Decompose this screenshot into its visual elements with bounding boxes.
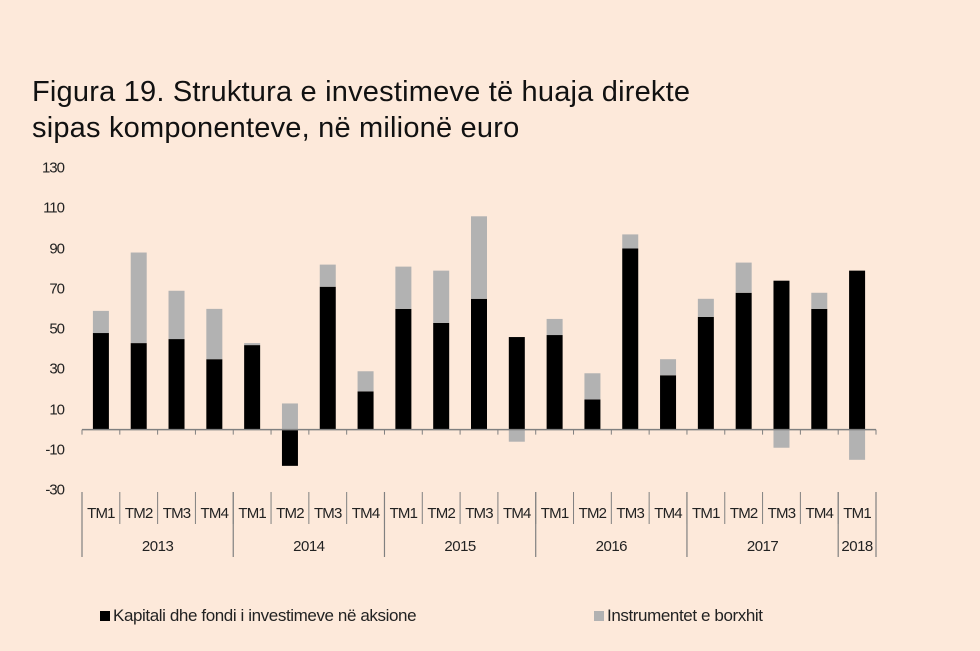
x-tick-label: TM2 (427, 505, 455, 522)
bar-debt (660, 359, 677, 376)
legend-label-equity: Kapitali dhe fondi i investimeve në aksi… (113, 606, 417, 625)
bar-equity (357, 391, 374, 430)
bar-debt (735, 262, 752, 293)
bar-debt (130, 252, 147, 344)
bar-debt (697, 298, 714, 317)
x-tick-label: TM1 (540, 505, 569, 522)
chart-title-line1: Figura 19. Struktura e investimeve të hu… (32, 76, 691, 108)
x-tick-label: TM2 (578, 505, 607, 522)
x-tick-label: TM1 (389, 505, 418, 522)
bar-debt (319, 264, 336, 287)
bar-debt (168, 290, 185, 340)
x-tick-label: TM1 (87, 505, 115, 522)
bar-equity (92, 333, 109, 430)
y-tick-label: 90 (49, 240, 65, 257)
bar-equity (471, 298, 487, 430)
y-tick-label: -10 (45, 441, 65, 459)
bar-debt (92, 310, 109, 334)
bar-debt (584, 373, 601, 400)
year-group-label: 2018 (841, 538, 873, 555)
x-tick-label: TM2 (276, 505, 304, 522)
x-tick-label: TM3 (313, 505, 342, 522)
bar-equity (660, 375, 677, 430)
y-tick-label: 10 (49, 401, 65, 418)
legend-swatch-gray (594, 611, 604, 621)
x-tick-label: TM4 (805, 505, 834, 522)
bar-equity (735, 292, 752, 430)
bar-equity (395, 308, 412, 430)
bar-debt (849, 429, 866, 460)
bar-debt (433, 270, 450, 323)
x-tick-label: TM3 (162, 505, 191, 522)
bar-equity (584, 399, 601, 430)
y-tick-label: 30 (49, 360, 65, 378)
y-tick-label: 50 (49, 320, 65, 338)
bar-equity (849, 270, 866, 430)
bar-debt (622, 234, 639, 249)
bar-debt (471, 216, 487, 299)
x-tick-label: TM1 (843, 505, 871, 522)
bar-equity (697, 316, 714, 430)
legend-item-debt: Instrumentet e borxhit (594, 606, 763, 626)
x-tick-label: TM3 (616, 505, 645, 522)
bar-debt (811, 292, 828, 309)
bar-equity (281, 429, 298, 466)
x-tick-label: TM4 (654, 505, 682, 522)
bar-debt (773, 429, 790, 448)
bar-debt (546, 318, 563, 336)
x-tick-label: TM1 (238, 505, 266, 522)
bar-equity (773, 280, 790, 430)
bar-equity (433, 322, 450, 430)
legend-swatch-black (100, 611, 110, 621)
bar-equity (508, 337, 525, 430)
x-tick-label: TM4 (351, 505, 380, 522)
legend-item-equity: Kapitali dhe fondi i investimeve në aksi… (100, 606, 417, 626)
bar-equity (206, 359, 223, 430)
bar-debt (206, 308, 223, 360)
y-tick-label: 130 (41, 159, 65, 177)
y-tick-label: 70 (49, 280, 65, 298)
bar-equity (622, 248, 639, 430)
year-group-label: 2014 (293, 538, 325, 555)
year-group-label: 2016 (595, 538, 628, 555)
bar-equity (168, 339, 185, 430)
year-group-label: 2013 (141, 538, 174, 555)
x-tick-label: TM3 (767, 505, 796, 522)
year-group-label: 2017 (746, 538, 779, 555)
bar-equity (244, 345, 261, 430)
bar-debt (281, 403, 298, 430)
x-tick-label: TM3 (465, 505, 493, 522)
bar-equity (319, 286, 336, 430)
bar-debt (357, 371, 374, 392)
y-tick-label: 110 (43, 199, 65, 217)
x-tick-label: TM2 (729, 505, 758, 522)
x-tick-label: TM4 (502, 505, 531, 522)
chart-title: Figura 19. Struktura e investimeve të hu… (32, 74, 690, 146)
bar-equity (130, 343, 147, 430)
x-tick-label: TM2 (124, 505, 153, 522)
bar-debt (395, 266, 412, 309)
x-tick-label: TM1 (692, 505, 720, 522)
chart-title-line2: sipas komponenteve, në milionë euro (32, 112, 520, 144)
bar-equity (546, 335, 563, 430)
bar-debt (508, 429, 525, 442)
x-tick-label: TM4 (200, 505, 229, 522)
year-group-label: 2015 (444, 538, 476, 555)
y-tick-label: -30 (45, 481, 65, 499)
bar-equity (811, 308, 828, 430)
legend-label-debt: Instrumentet e borxhit (607, 606, 763, 625)
bar-debt (244, 343, 261, 346)
